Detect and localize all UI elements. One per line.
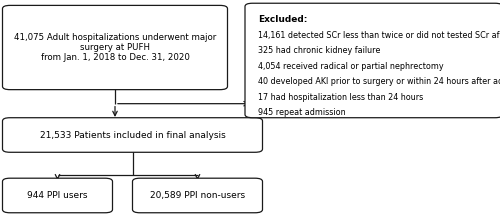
Text: 20,589 PPI non-users: 20,589 PPI non-users (150, 191, 245, 200)
FancyBboxPatch shape (245, 3, 500, 118)
Text: 21,533 Patients included in final analysis: 21,533 Patients included in final analys… (40, 130, 226, 140)
Text: 14,161 detected SCr less than twice or did not tested SCr after srugery: 14,161 detected SCr less than twice or d… (258, 31, 500, 40)
Text: 944 PPI users: 944 PPI users (27, 191, 88, 200)
Text: 17 had hospitalization less than 24 hours: 17 had hospitalization less than 24 hour… (258, 93, 424, 102)
Text: 325 had chronic kidney failure: 325 had chronic kidney failure (258, 46, 381, 55)
FancyBboxPatch shape (2, 118, 262, 152)
Text: Excluded:: Excluded: (258, 15, 308, 24)
FancyBboxPatch shape (132, 178, 262, 213)
Text: 40 developed AKI prior to surgery or within 24 hours after admission: 40 developed AKI prior to surgery or wit… (258, 77, 500, 86)
Text: 4,054 received radical or partial nephrectomy: 4,054 received radical or partial nephre… (258, 62, 444, 71)
FancyBboxPatch shape (2, 5, 228, 90)
Text: 41,075 Adult hospitalizations underwent major
surgery at PUFH
from Jan. 1, 2018 : 41,075 Adult hospitalizations underwent … (14, 33, 216, 62)
Text: 945 repeat admission: 945 repeat admission (258, 108, 346, 118)
FancyBboxPatch shape (2, 178, 112, 213)
